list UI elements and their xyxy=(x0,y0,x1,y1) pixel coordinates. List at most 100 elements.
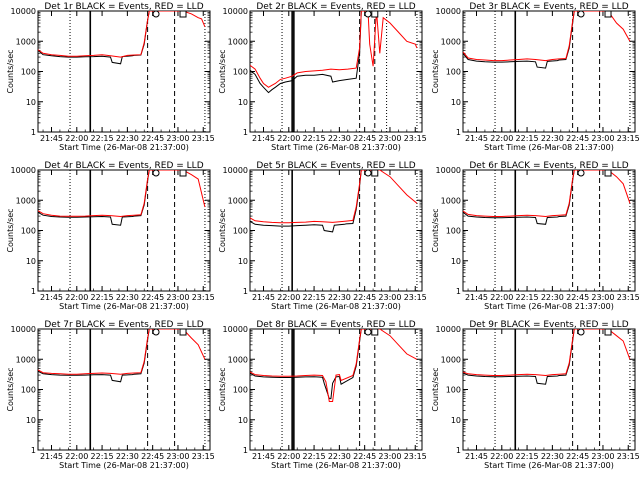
plot-frame xyxy=(37,328,211,451)
x-tick-label: 23:00 xyxy=(378,452,401,461)
plot-frame xyxy=(37,169,211,292)
marker-circle xyxy=(577,169,585,177)
y-tick-label: 1000 xyxy=(441,196,461,205)
x-tick-label: 23:15 xyxy=(617,452,640,461)
series-line-lld xyxy=(38,329,206,375)
y-axis-label: Counts/sec xyxy=(431,367,440,411)
x-tick-label: 22:30 xyxy=(116,134,139,143)
chart-title: Det 9r BLACK = Events, RED = LLD xyxy=(469,320,628,330)
y-axis-label: Counts/sec xyxy=(218,367,227,411)
y-axis-label: Counts/sec xyxy=(218,49,227,93)
x-axis-label: Start Time (26-Mar-08 21:37:00) xyxy=(59,302,189,311)
x-axis-label: Start Time (26-Mar-08 21:37:00) xyxy=(271,143,401,152)
x-tick-label: 21:45 xyxy=(40,293,63,302)
y-tick-label: 1 xyxy=(243,446,248,455)
y-tick-label: 10000 xyxy=(11,325,36,334)
series-line-lld xyxy=(38,170,206,218)
series-line-events xyxy=(250,329,362,400)
x-tick-label: 23:00 xyxy=(591,452,614,461)
y-tick-label: 100 xyxy=(446,227,461,236)
marker-square xyxy=(371,328,379,336)
y-tick-label: 10 xyxy=(26,416,36,425)
x-tick-label: 23:00 xyxy=(591,293,614,302)
chart-panel-7: Det 7r BLACK = Events, RED = LLD 1 10 100 10… xyxy=(6,320,215,470)
x-tick-label: 22:30 xyxy=(328,293,351,302)
y-tick-label: 10000 xyxy=(436,325,461,334)
x-tick-label: 21:45 xyxy=(252,134,275,143)
series-line-lld xyxy=(463,11,631,62)
x-axis-label: Start Time (26-Mar-08 21:37:00) xyxy=(59,461,189,470)
marker-circle xyxy=(152,328,160,336)
marker-circle xyxy=(577,10,585,18)
y-tick-label: 100 xyxy=(21,386,36,395)
y-tick-label: 1 xyxy=(243,287,248,296)
x-tick-label: 22:15 xyxy=(516,452,539,461)
marker-square xyxy=(371,10,379,18)
chart-title: Det 7r BLACK = Events, RED = LLD xyxy=(44,320,203,330)
x-tick-label: 22:15 xyxy=(91,134,114,143)
series-line-events xyxy=(250,11,362,94)
marker-circle xyxy=(152,169,160,177)
chart-panel-5: Det 5r BLACK = Events, RED = LLD 1 10 100 10… xyxy=(218,161,427,311)
y-axis-label: Counts/sec xyxy=(218,208,227,252)
y-tick-label: 100 xyxy=(233,386,248,395)
x-axis-label: Start Time (26-Mar-08 21:37:00) xyxy=(59,143,189,152)
x-tick-label: 22:15 xyxy=(516,293,539,302)
x-tick-label: 22:00 xyxy=(65,293,88,302)
x-tick-label: 22:15 xyxy=(303,452,326,461)
y-axis-label: Counts/sec xyxy=(431,208,440,252)
x-tick-label: 22:45 xyxy=(141,452,164,461)
x-tick-label: 22:30 xyxy=(116,452,139,461)
series-line-lld xyxy=(250,329,418,402)
x-axis-label: Start Time (26-Mar-08 21:37:00) xyxy=(271,461,401,470)
x-tick-label: 22:00 xyxy=(277,293,300,302)
marker-circle xyxy=(152,10,160,18)
y-tick-label: 10 xyxy=(238,257,248,266)
x-tick-label: 22:15 xyxy=(303,134,326,143)
marker-square xyxy=(179,10,187,18)
y-tick-label: 10000 xyxy=(223,325,248,334)
y-axis-label: Counts/sec xyxy=(6,208,15,252)
y-tick-label: 100 xyxy=(446,68,461,77)
x-tick-label: 22:30 xyxy=(541,293,564,302)
x-tick-label: 23:00 xyxy=(166,293,189,302)
series-line-lld xyxy=(463,170,631,218)
plot-frame xyxy=(462,169,636,292)
y-tick-label: 1000 xyxy=(16,37,36,46)
x-tick-label: 22:45 xyxy=(353,134,376,143)
x-tick-label: 23:15 xyxy=(404,134,427,143)
y-tick-label: 1000 xyxy=(16,355,36,364)
series-line-lld xyxy=(250,170,418,224)
plot-frame xyxy=(462,328,636,451)
chart-title: Det 8r BLACK = Events, RED = LLD xyxy=(256,320,415,330)
y-axis-label: Counts/sec xyxy=(6,367,15,411)
y-tick-label: 1000 xyxy=(441,355,461,364)
x-tick-label: 22:45 xyxy=(566,452,589,461)
y-tick-label: 1 xyxy=(456,287,461,296)
x-tick-label: 22:45 xyxy=(566,293,589,302)
chart-title: Det 6r BLACK = Events, RED = LLD xyxy=(469,161,628,171)
series-line-events xyxy=(250,170,362,233)
x-axis-label: Start Time (26-Mar-08 21:37:00) xyxy=(484,143,614,152)
chart-panel-8: Det 8r BLACK = Events, RED = LLD 1 10 100 10… xyxy=(218,320,427,470)
series-line-events xyxy=(463,170,575,225)
y-tick-label: 1 xyxy=(31,287,36,296)
x-tick-label: 23:00 xyxy=(378,293,401,302)
chart-panel-9: Det 9r BLACK = Events, RED = LLD 1 10 100 10… xyxy=(431,320,640,470)
marker-circle xyxy=(364,169,372,177)
x-axis-label: Start Time (26-Mar-08 21:37:00) xyxy=(484,461,614,470)
series-line-events xyxy=(38,170,150,226)
x-tick-label: 21:45 xyxy=(252,452,275,461)
x-tick-label: 23:15 xyxy=(192,293,215,302)
chart-panel-3: Det 3r BLACK = Events, RED = LLD 1 10 100 10… xyxy=(431,2,640,152)
x-tick-label: 23:15 xyxy=(192,452,215,461)
marker-circle xyxy=(577,328,585,336)
y-tick-label: 10 xyxy=(26,98,36,107)
y-axis-label: Counts/sec xyxy=(6,49,15,93)
x-tick-label: 23:00 xyxy=(166,452,189,461)
y-tick-label: 1000 xyxy=(441,37,461,46)
y-tick-label: 10 xyxy=(238,98,248,107)
x-tick-label: 23:15 xyxy=(404,452,427,461)
marker-square xyxy=(179,328,187,336)
x-tick-label: 23:15 xyxy=(404,293,427,302)
